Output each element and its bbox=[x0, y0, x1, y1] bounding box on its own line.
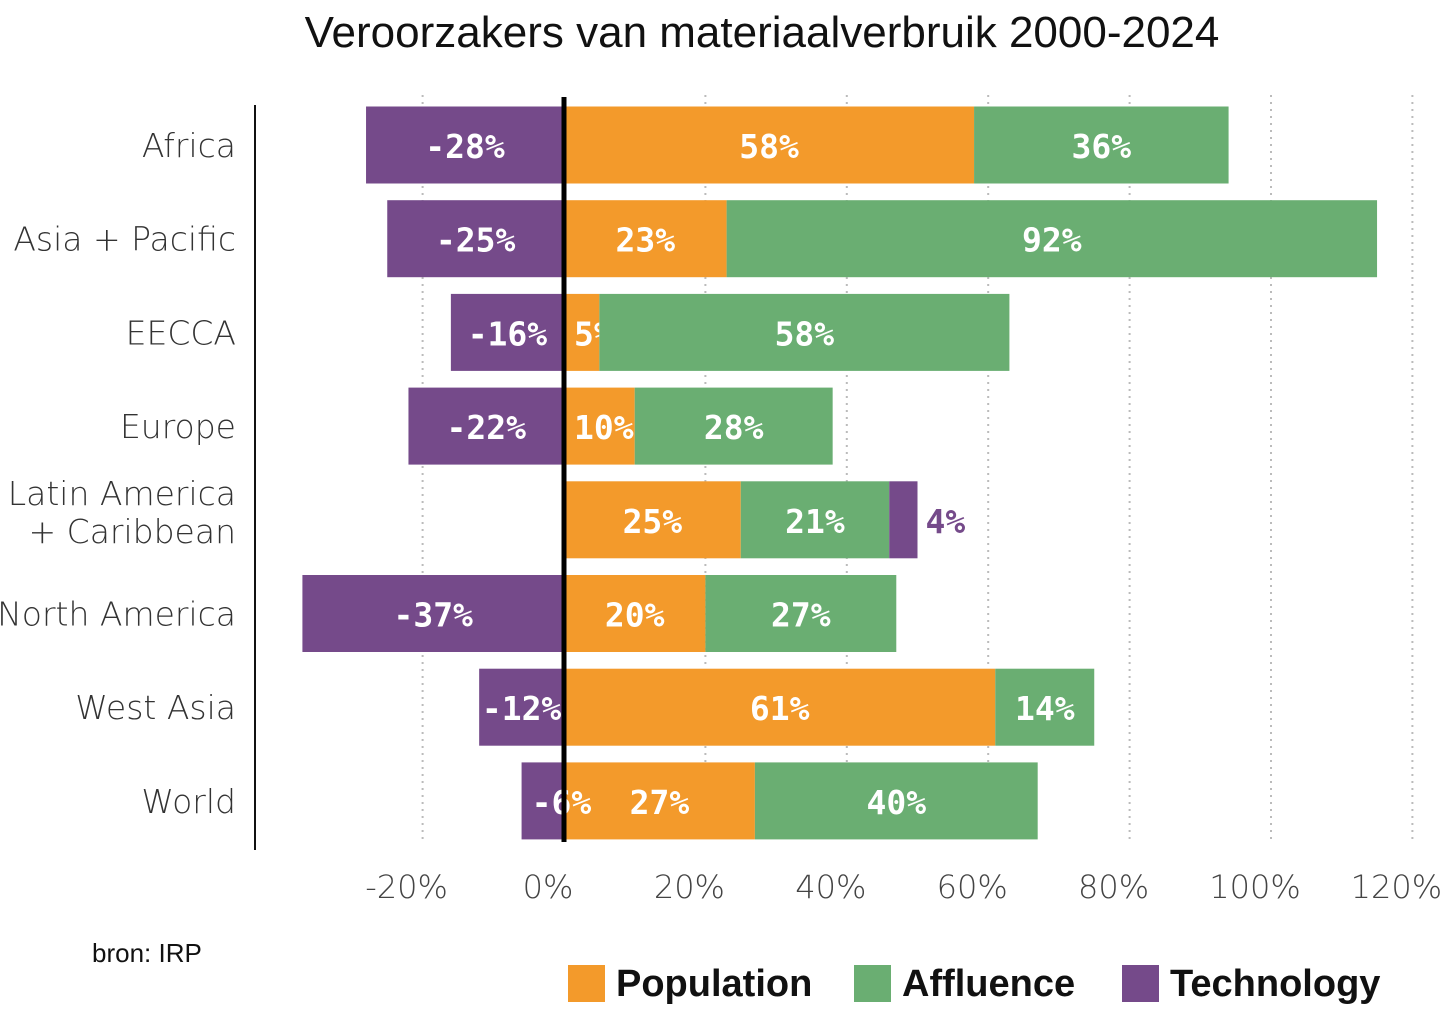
legend-swatch-population bbox=[568, 965, 605, 1002]
x-tick-label: 0% bbox=[523, 868, 574, 906]
bar-technology bbox=[302, 575, 564, 652]
bar-affluence bbox=[995, 668, 1095, 746]
data-label: -12% bbox=[482, 689, 562, 728]
source-note: bron: IRP bbox=[92, 938, 202, 968]
bar-affluence bbox=[599, 293, 1010, 371]
data-label: -6% bbox=[532, 783, 592, 822]
bar-technology bbox=[408, 387, 564, 465]
legend-label-technology: Technology bbox=[1170, 963, 1380, 1005]
bar-population bbox=[564, 481, 741, 559]
category-label: Asia + Pacific bbox=[13, 220, 236, 259]
x-tick-label: 40% bbox=[795, 868, 866, 906]
category-label: Africa bbox=[142, 126, 236, 165]
bar-technology bbox=[889, 481, 918, 559]
chart-title: Veroorzakers van materiaalverbruik 2000-… bbox=[304, 8, 1220, 57]
data-label: 40% bbox=[866, 783, 926, 822]
data-label: 4% bbox=[926, 502, 966, 541]
category-label: + Caribbean bbox=[29, 512, 236, 551]
data-label: 25% bbox=[623, 502, 683, 541]
data-label: 36% bbox=[1072, 127, 1132, 166]
data-label: 58% bbox=[775, 314, 835, 353]
bar-technology bbox=[387, 200, 564, 278]
data-label: 28% bbox=[704, 408, 764, 447]
bar-technology bbox=[450, 293, 564, 371]
data-label: -37% bbox=[393, 596, 473, 635]
data-label: 92% bbox=[1022, 221, 1082, 260]
bar-affluence bbox=[726, 200, 1378, 278]
bar-affluence bbox=[740, 481, 890, 559]
legend-label-affluence: Affluence bbox=[902, 963, 1075, 1005]
data-label: 23% bbox=[616, 221, 676, 260]
bar-affluence bbox=[974, 106, 1229, 184]
data-label: -25% bbox=[436, 221, 516, 260]
bar-population bbox=[564, 762, 755, 840]
data-label: -16% bbox=[468, 314, 548, 353]
bar-technology bbox=[479, 668, 564, 746]
data-label: 27% bbox=[630, 783, 690, 822]
bar-population bbox=[564, 200, 727, 278]
category-label: West Asia bbox=[75, 688, 236, 727]
x-tick-label: 100% bbox=[1209, 868, 1300, 906]
data-label: -28% bbox=[425, 127, 505, 166]
bar-affluence bbox=[634, 387, 833, 465]
data-label: 27% bbox=[771, 596, 831, 635]
data-label: 10% bbox=[574, 408, 634, 447]
data-label: -22% bbox=[446, 408, 526, 447]
x-tick-label: -20% bbox=[365, 868, 448, 906]
x-tick-label: 20% bbox=[654, 868, 725, 906]
category-label: EECCA bbox=[126, 313, 236, 352]
bar-technology bbox=[521, 762, 564, 840]
bar-affluence bbox=[754, 762, 1038, 840]
data-label: 58% bbox=[739, 127, 799, 166]
category-label: Europe bbox=[120, 407, 236, 446]
category-label: North America bbox=[0, 595, 236, 634]
x-tick-label: 120% bbox=[1351, 868, 1442, 906]
data-label: 61% bbox=[750, 689, 810, 728]
bar-affluence bbox=[705, 575, 897, 652]
legend-swatch-technology bbox=[1122, 965, 1159, 1002]
bar-population bbox=[564, 293, 600, 371]
legend-swatch-affluence bbox=[854, 965, 891, 1002]
bar-population bbox=[564, 387, 635, 465]
bar-population bbox=[564, 575, 706, 652]
data-label: 20% bbox=[605, 596, 665, 635]
x-tick-label: 80% bbox=[1078, 868, 1149, 906]
bar-technology bbox=[366, 106, 564, 184]
x-tick-label: 60% bbox=[937, 868, 1008, 906]
bar-population bbox=[564, 106, 975, 184]
data-label: 21% bbox=[785, 502, 845, 541]
data-label: 14% bbox=[1015, 689, 1075, 728]
category-label: Latin America bbox=[8, 474, 236, 513]
bar-population bbox=[564, 668, 996, 746]
category-label: World bbox=[141, 782, 236, 821]
legend-label-population: Population bbox=[616, 963, 812, 1005]
